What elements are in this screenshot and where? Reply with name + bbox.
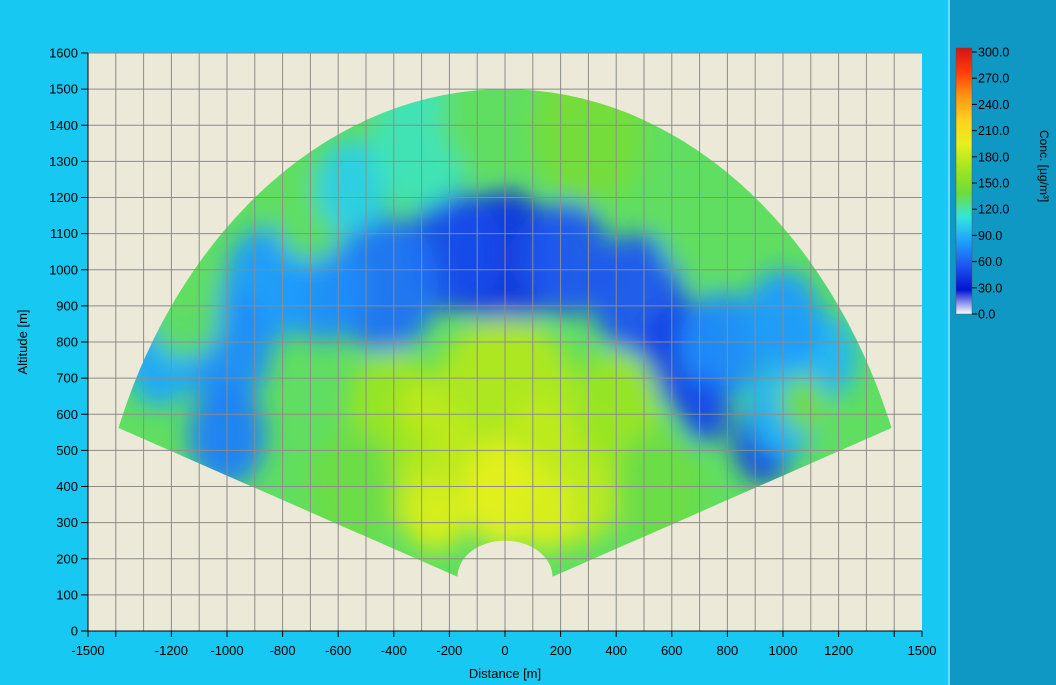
x-tick-label: -600 [325, 643, 351, 658]
y-tick-label: 1200 [49, 190, 78, 205]
y-tick-label: 700 [56, 371, 78, 386]
x-axis: -1500 -1200 -1000 -800 -600 -400 -200 0 200 400 60… [71, 631, 936, 658]
concentration-region [680, 378, 731, 444]
chart: -1500 -1200 -1000 -800 -600 -400 -200 0 200 400 60… [15, 46, 936, 682]
colorbar: 300.0 270.0 240.0 210.0 180.0 150.0 120.0 90.0 6… [955, 46, 1051, 322]
concentration-region [516, 472, 578, 552]
y-tick-label: 1300 [49, 154, 78, 169]
y-tick-label: 1600 [49, 46, 78, 61]
colorbar-ticks: 300.0 270.0 240.0 210.0 180.0 150.0 120.0 90.0 6… [972, 46, 1009, 322]
concentration-region [407, 479, 464, 552]
y-tick-label: 1000 [49, 262, 78, 277]
concentration-region [315, 139, 389, 234]
x-tick-label: -1000 [210, 643, 243, 658]
x-tick-label: 1200 [824, 643, 853, 658]
colorbar-tick-label: 60.0 [978, 255, 1002, 269]
y-tick-label: 300 [56, 515, 78, 530]
concentration-region [332, 215, 439, 353]
x-tick-label: -400 [381, 643, 407, 658]
y-tick-label: 0 [71, 624, 78, 639]
concentration-region [441, 89, 519, 169]
grid [88, 52, 922, 631]
colorbar-tick-label: 240.0 [978, 98, 1009, 112]
colorbar-tick-label: 270.0 [978, 72, 1009, 86]
colorbar-tick-label: 120.0 [978, 203, 1009, 217]
concentration-region [680, 291, 764, 400]
colorbar-label: Conc. [µg/m³] [1037, 130, 1051, 202]
x-tick-label: 200 [550, 643, 572, 658]
y-tick-label: 900 [56, 298, 78, 313]
x-axis-label: Distance [m] [469, 666, 541, 681]
x-tick-label: 0 [501, 643, 508, 658]
x-tick-label: -1500 [71, 643, 104, 658]
y-axis: 0 100 200 300 400 500 600 700 800 900 1000 1100 1200… [49, 46, 88, 639]
x-tick-label: -1200 [155, 643, 188, 658]
y-tick-label: 400 [56, 479, 78, 494]
colorbar-tick-label: 0.0 [978, 308, 995, 322]
x-tick-label: 600 [661, 643, 683, 658]
y-axis-label: Altitude [m] [15, 309, 30, 374]
concentration-region [780, 374, 825, 433]
y-tick-label: 1500 [49, 82, 78, 97]
x-tick-label: -800 [270, 643, 296, 658]
x-tick-label: 800 [717, 643, 739, 658]
colorbar-gradient [955, 47, 973, 315]
colorbar-tick-label: 90.0 [978, 229, 1002, 243]
y-tick-label: 500 [56, 443, 78, 458]
colorbar-tick-label: 180.0 [978, 150, 1009, 164]
y-tick-label: 100 [56, 587, 78, 602]
y-tick-label: 1400 [49, 118, 78, 133]
x-tick-label: -200 [436, 643, 462, 658]
colorbar-tick-label: 210.0 [978, 124, 1009, 138]
y-tick-label: 800 [56, 335, 78, 350]
y-tick-label: 200 [56, 551, 78, 566]
colorbar-tick-label: 300.0 [978, 46, 1009, 60]
colorbar-tick-label: 150.0 [978, 177, 1009, 191]
x-tick-label: 1000 [769, 643, 798, 658]
x-tick-label: 1500 [908, 643, 937, 658]
x-tick-label: 400 [605, 643, 627, 658]
y-tick-label: 1100 [50, 226, 78, 241]
y-tick-label: 600 [56, 407, 78, 422]
colorbar-tick-label: 30.0 [978, 281, 1002, 295]
